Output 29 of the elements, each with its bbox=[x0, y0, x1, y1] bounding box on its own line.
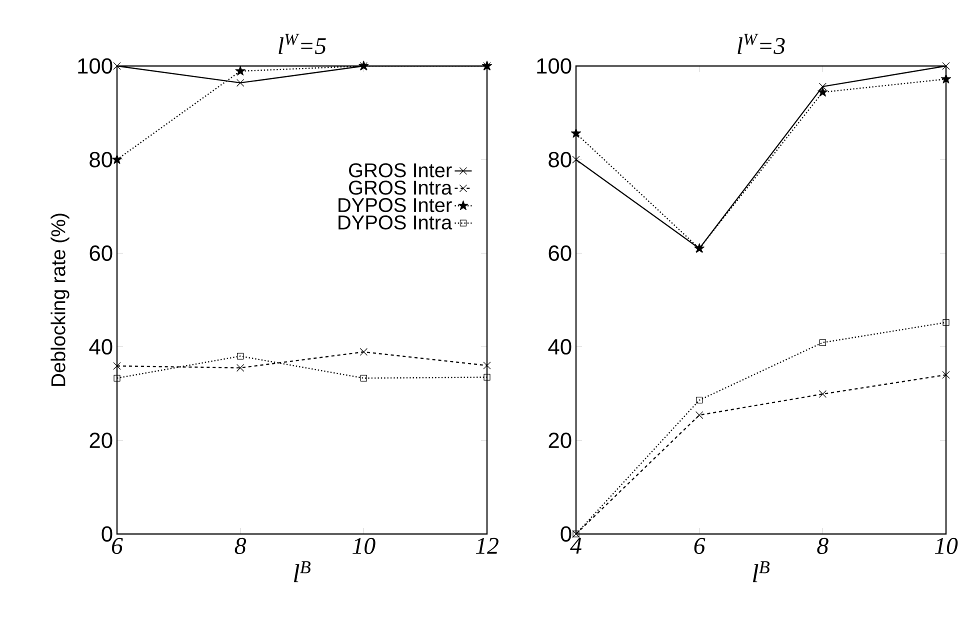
y-tick-label: 20 bbox=[548, 432, 572, 448]
legend-label: DYPOS Intra bbox=[338, 215, 452, 230]
y-axis-title: Deblocking rate (%) bbox=[50, 214, 70, 386]
y-tick-label: 40 bbox=[548, 339, 572, 355]
x-axis-title: l$^{B}$ bbox=[294, 561, 310, 582]
y-tick-label: 40 bbox=[89, 339, 112, 355]
y-tick-label: 100 bbox=[78, 58, 112, 74]
x-tick-label: 4 bbox=[570, 538, 582, 554]
y-tick-label: 80 bbox=[90, 152, 112, 168]
x-axis-title: l$^{B}$ bbox=[753, 561, 770, 582]
legend-label: GROS Inter bbox=[349, 163, 452, 178]
y-tick-label: 60 bbox=[548, 245, 572, 261]
x-tick-label: 6 bbox=[694, 538, 706, 554]
y-tick-label: 100 bbox=[537, 58, 572, 74]
x-tick-label: 10 bbox=[934, 538, 958, 554]
legend-label: DYPOS Inter bbox=[338, 198, 452, 212]
x-tick-label: 10 bbox=[352, 538, 376, 554]
x-tick-label: 6 bbox=[112, 538, 123, 554]
chart-title: l$^{W}$=3 bbox=[738, 34, 785, 54]
x-tick-label: 8 bbox=[817, 538, 828, 554]
y-tick-label: 80 bbox=[548, 152, 572, 168]
y-tick-label: 20 bbox=[90, 432, 112, 448]
y-tick-label: 0 bbox=[560, 526, 572, 542]
y-tick-label: 0 bbox=[102, 526, 112, 542]
x-tick-label: 8 bbox=[234, 538, 246, 554]
y-tick-label: 60 bbox=[90, 245, 112, 261]
legend-label: GROS Intra bbox=[349, 180, 452, 195]
chart-title: l$^{W}$=5 bbox=[278, 34, 326, 54]
x-tick-label: 12 bbox=[476, 538, 498, 554]
